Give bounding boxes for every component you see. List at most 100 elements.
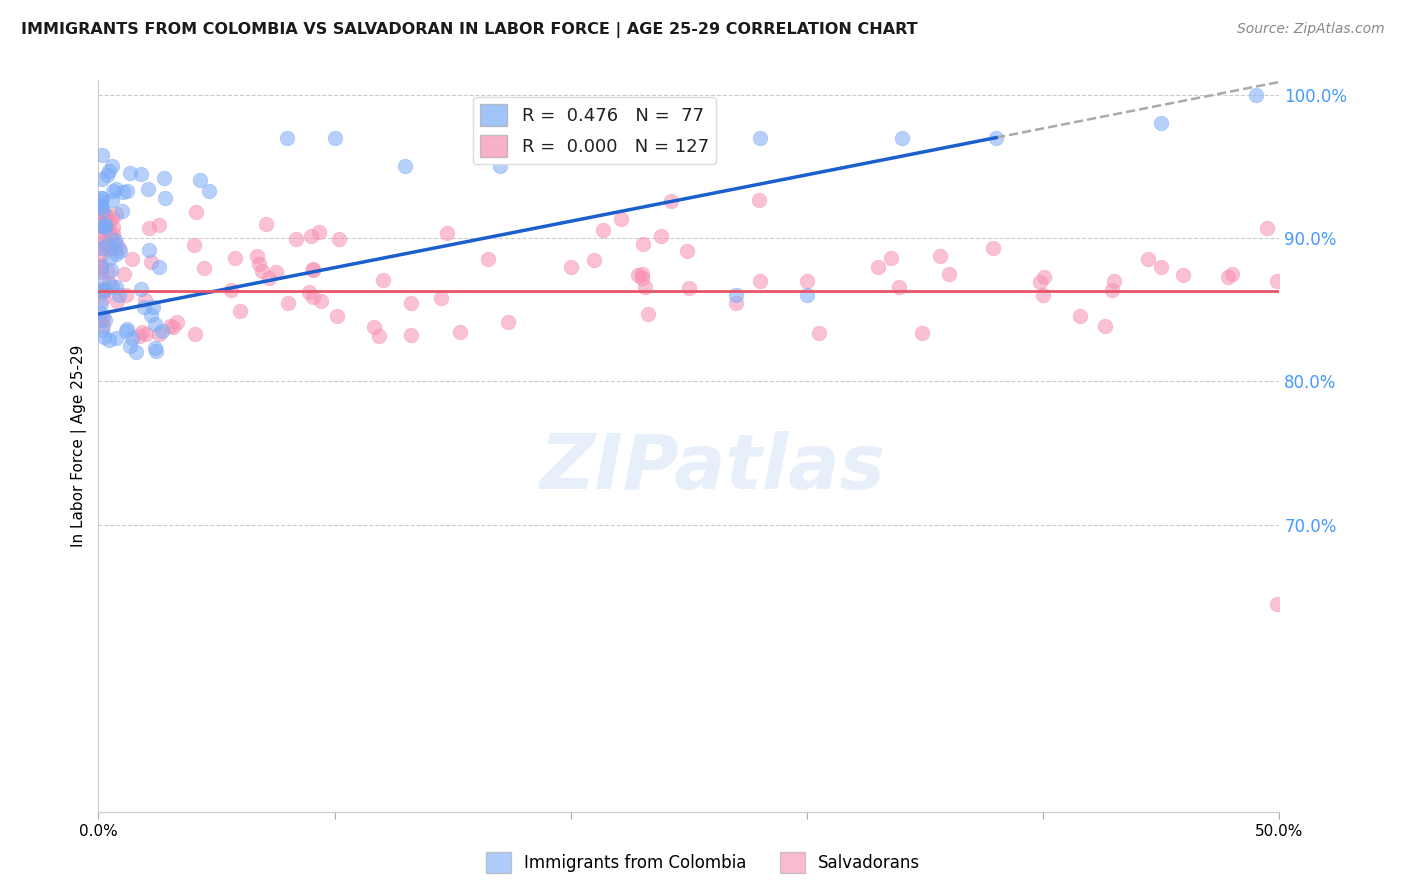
Point	[91, 318, 114, 333]
Point	[90, 260, 112, 274]
Point	[104, 182, 127, 196]
Point	[94, 207, 117, 221]
Point	[98, 213, 121, 227]
Point	[153, 170, 176, 185]
Point	[183, 327, 205, 342]
Point	[112, 185, 135, 199]
Point	[512, 145, 534, 159]
Point	[91, 219, 114, 233]
Point	[93, 291, 115, 305]
Point	[866, 260, 889, 274]
Point	[911, 326, 934, 341]
Point	[91, 241, 114, 255]
Point	[246, 249, 269, 263]
Point	[247, 257, 270, 271]
Point	[132, 300, 155, 314]
Point	[90, 258, 112, 272]
Point	[90, 283, 112, 297]
Point	[1150, 116, 1173, 130]
Point	[1218, 270, 1240, 285]
Point	[266, 265, 288, 279]
Point	[134, 293, 156, 308]
Point	[141, 308, 163, 322]
Point	[91, 274, 114, 288]
Point	[1137, 252, 1160, 266]
Legend: R =  0.476   N =  77, R =  0.000   N = 127: R = 0.476 N = 77, R = 0.000 N = 127	[472, 96, 716, 164]
Point	[323, 130, 346, 145]
Point	[301, 263, 323, 277]
Point	[105, 280, 128, 294]
Point	[186, 205, 208, 219]
Point	[90, 306, 112, 320]
Point	[188, 173, 211, 187]
Point	[115, 185, 138, 199]
Point	[128, 329, 150, 343]
Point	[302, 261, 325, 276]
Point	[97, 264, 120, 278]
Point	[103, 242, 125, 256]
Point	[91, 172, 114, 186]
Y-axis label: In Labor Force | Age 25-29: In Labor Force | Age 25-29	[72, 345, 87, 547]
Point	[96, 168, 118, 182]
Point	[166, 315, 188, 329]
Point	[1150, 260, 1173, 274]
Point	[725, 288, 748, 302]
Point	[367, 329, 389, 343]
Point	[108, 244, 131, 258]
Point	[90, 147, 112, 161]
Point	[150, 324, 173, 338]
Point	[91, 208, 114, 222]
Text: Source: ZipAtlas.com: Source: ZipAtlas.com	[1237, 22, 1385, 37]
Point	[125, 344, 148, 359]
Point	[748, 274, 770, 288]
Point	[436, 226, 458, 240]
Point	[229, 303, 252, 318]
Point	[97, 276, 120, 290]
Point	[93, 284, 115, 298]
Point	[121, 331, 143, 345]
Point	[399, 327, 422, 342]
Point	[308, 225, 330, 239]
Point	[135, 326, 157, 341]
Point	[101, 219, 124, 234]
Point	[138, 221, 160, 235]
Point	[97, 242, 120, 256]
Point	[676, 244, 699, 258]
Point	[90, 194, 112, 208]
Point	[142, 300, 165, 314]
Point	[637, 307, 659, 321]
Point	[148, 218, 170, 232]
Point	[159, 319, 181, 334]
Point	[118, 339, 141, 353]
Point	[101, 279, 124, 293]
Point	[100, 211, 122, 225]
Point	[1171, 268, 1194, 282]
Point	[115, 324, 138, 338]
Point	[650, 229, 672, 244]
Point	[120, 166, 142, 180]
Point	[94, 218, 117, 232]
Point	[101, 159, 124, 173]
Point	[91, 310, 114, 324]
Point	[90, 265, 112, 279]
Point	[143, 318, 166, 332]
Point	[97, 221, 120, 235]
Point	[301, 290, 323, 304]
Point	[105, 246, 128, 260]
Point	[111, 203, 134, 218]
Point	[129, 167, 152, 181]
Point	[219, 283, 242, 297]
Point	[309, 294, 332, 309]
Point	[807, 326, 830, 340]
Point	[299, 228, 322, 243]
Point	[678, 281, 700, 295]
Point	[101, 193, 124, 207]
Point	[796, 274, 818, 288]
Point	[1220, 267, 1243, 281]
Point	[277, 296, 299, 310]
Point	[104, 233, 127, 247]
Point	[90, 191, 112, 205]
Point	[93, 211, 115, 226]
Point	[254, 217, 277, 231]
Point	[224, 251, 246, 265]
